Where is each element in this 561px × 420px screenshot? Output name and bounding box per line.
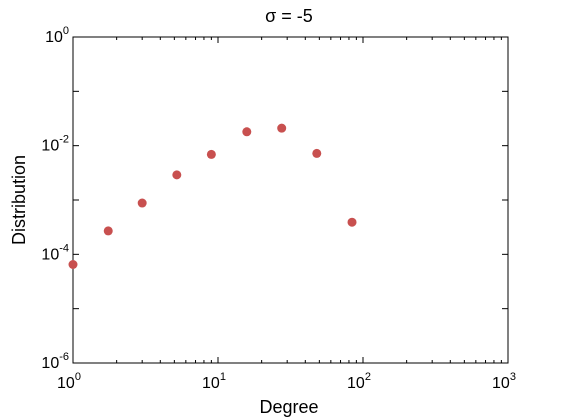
y-tick-label: 100 xyxy=(45,25,69,46)
y-tick-label: 10-2 xyxy=(41,134,69,155)
data-point xyxy=(242,127,251,136)
y-tick-label: 10-4 xyxy=(41,242,69,263)
data-point xyxy=(104,226,113,235)
x-axis-label: Degree xyxy=(259,397,318,417)
data-point xyxy=(207,150,216,159)
x-tick-label: 103 xyxy=(492,371,516,392)
data-point xyxy=(69,260,78,269)
y-tick-label: 10-6 xyxy=(41,351,69,372)
y-tick-labels: 10-6 10-4 10-2 100 xyxy=(41,25,69,372)
y-axis-label: Distribution xyxy=(9,155,29,245)
data-point xyxy=(277,124,286,133)
x-tick-label: 100 xyxy=(57,371,81,392)
x-tick-labels: 100 101 102 103 xyxy=(57,371,516,392)
x-tick-label: 102 xyxy=(347,371,371,392)
data-point xyxy=(138,199,147,208)
chart-title: σ = -5 xyxy=(265,6,313,26)
plot-area xyxy=(73,37,508,363)
data-point xyxy=(348,218,357,227)
x-tick-label: 101 xyxy=(202,371,226,392)
data-point xyxy=(172,170,181,179)
data-point xyxy=(312,149,321,158)
